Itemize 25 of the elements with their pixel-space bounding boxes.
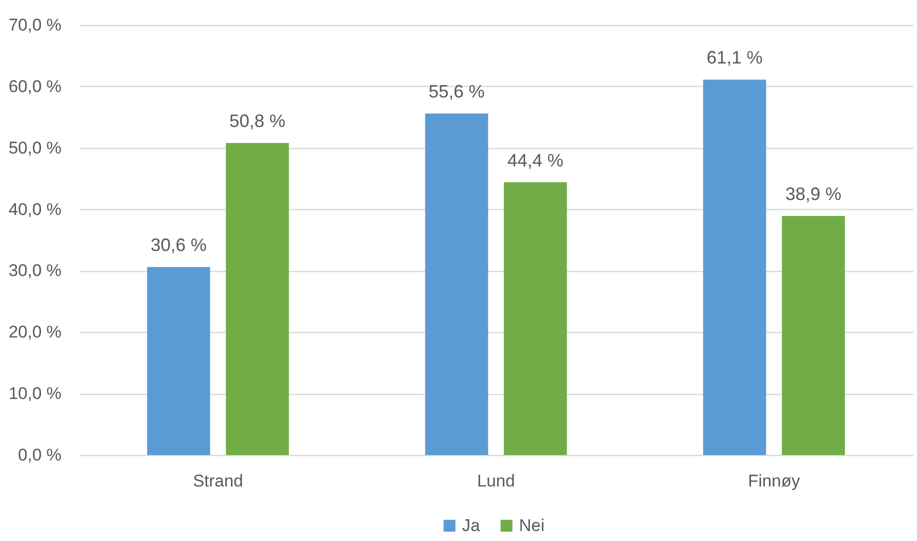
legend-label: Ja [462, 516, 480, 535]
data-label: 38,9 % [785, 184, 842, 204]
bar [226, 142, 289, 455]
y-tick-label: 20,0 % [8, 322, 62, 342]
y-tick-label: 60,0 % [8, 76, 62, 96]
data-label: 55,6 % [428, 81, 485, 102]
bar [425, 113, 488, 455]
y-tick-label: 0,0 % [18, 446, 62, 464]
data-label: 30,6 % [150, 235, 207, 256]
bar [147, 267, 210, 455]
y-tick-label: 10,0 % [8, 384, 62, 404]
data-label: 50,8 % [229, 110, 286, 131]
y-tick-label: 70,0 % [8, 16, 62, 34]
bar [703, 80, 766, 455]
data-label: 61,1 % [706, 48, 763, 68]
legend-label: Nei [519, 516, 545, 535]
x-tick-label: Strand [192, 472, 244, 490]
y-tick-label: 30,0 % [8, 261, 62, 280]
bar [504, 182, 567, 455]
y-tick-label: 50,0 % [8, 138, 62, 158]
y-tick-label: 40,0 % [8, 200, 62, 219]
data-label: 44,4 % [507, 150, 564, 170]
x-tick-label: Lund [477, 472, 515, 490]
bar [782, 216, 845, 455]
x-tick-label: Finnøy [748, 472, 800, 490]
